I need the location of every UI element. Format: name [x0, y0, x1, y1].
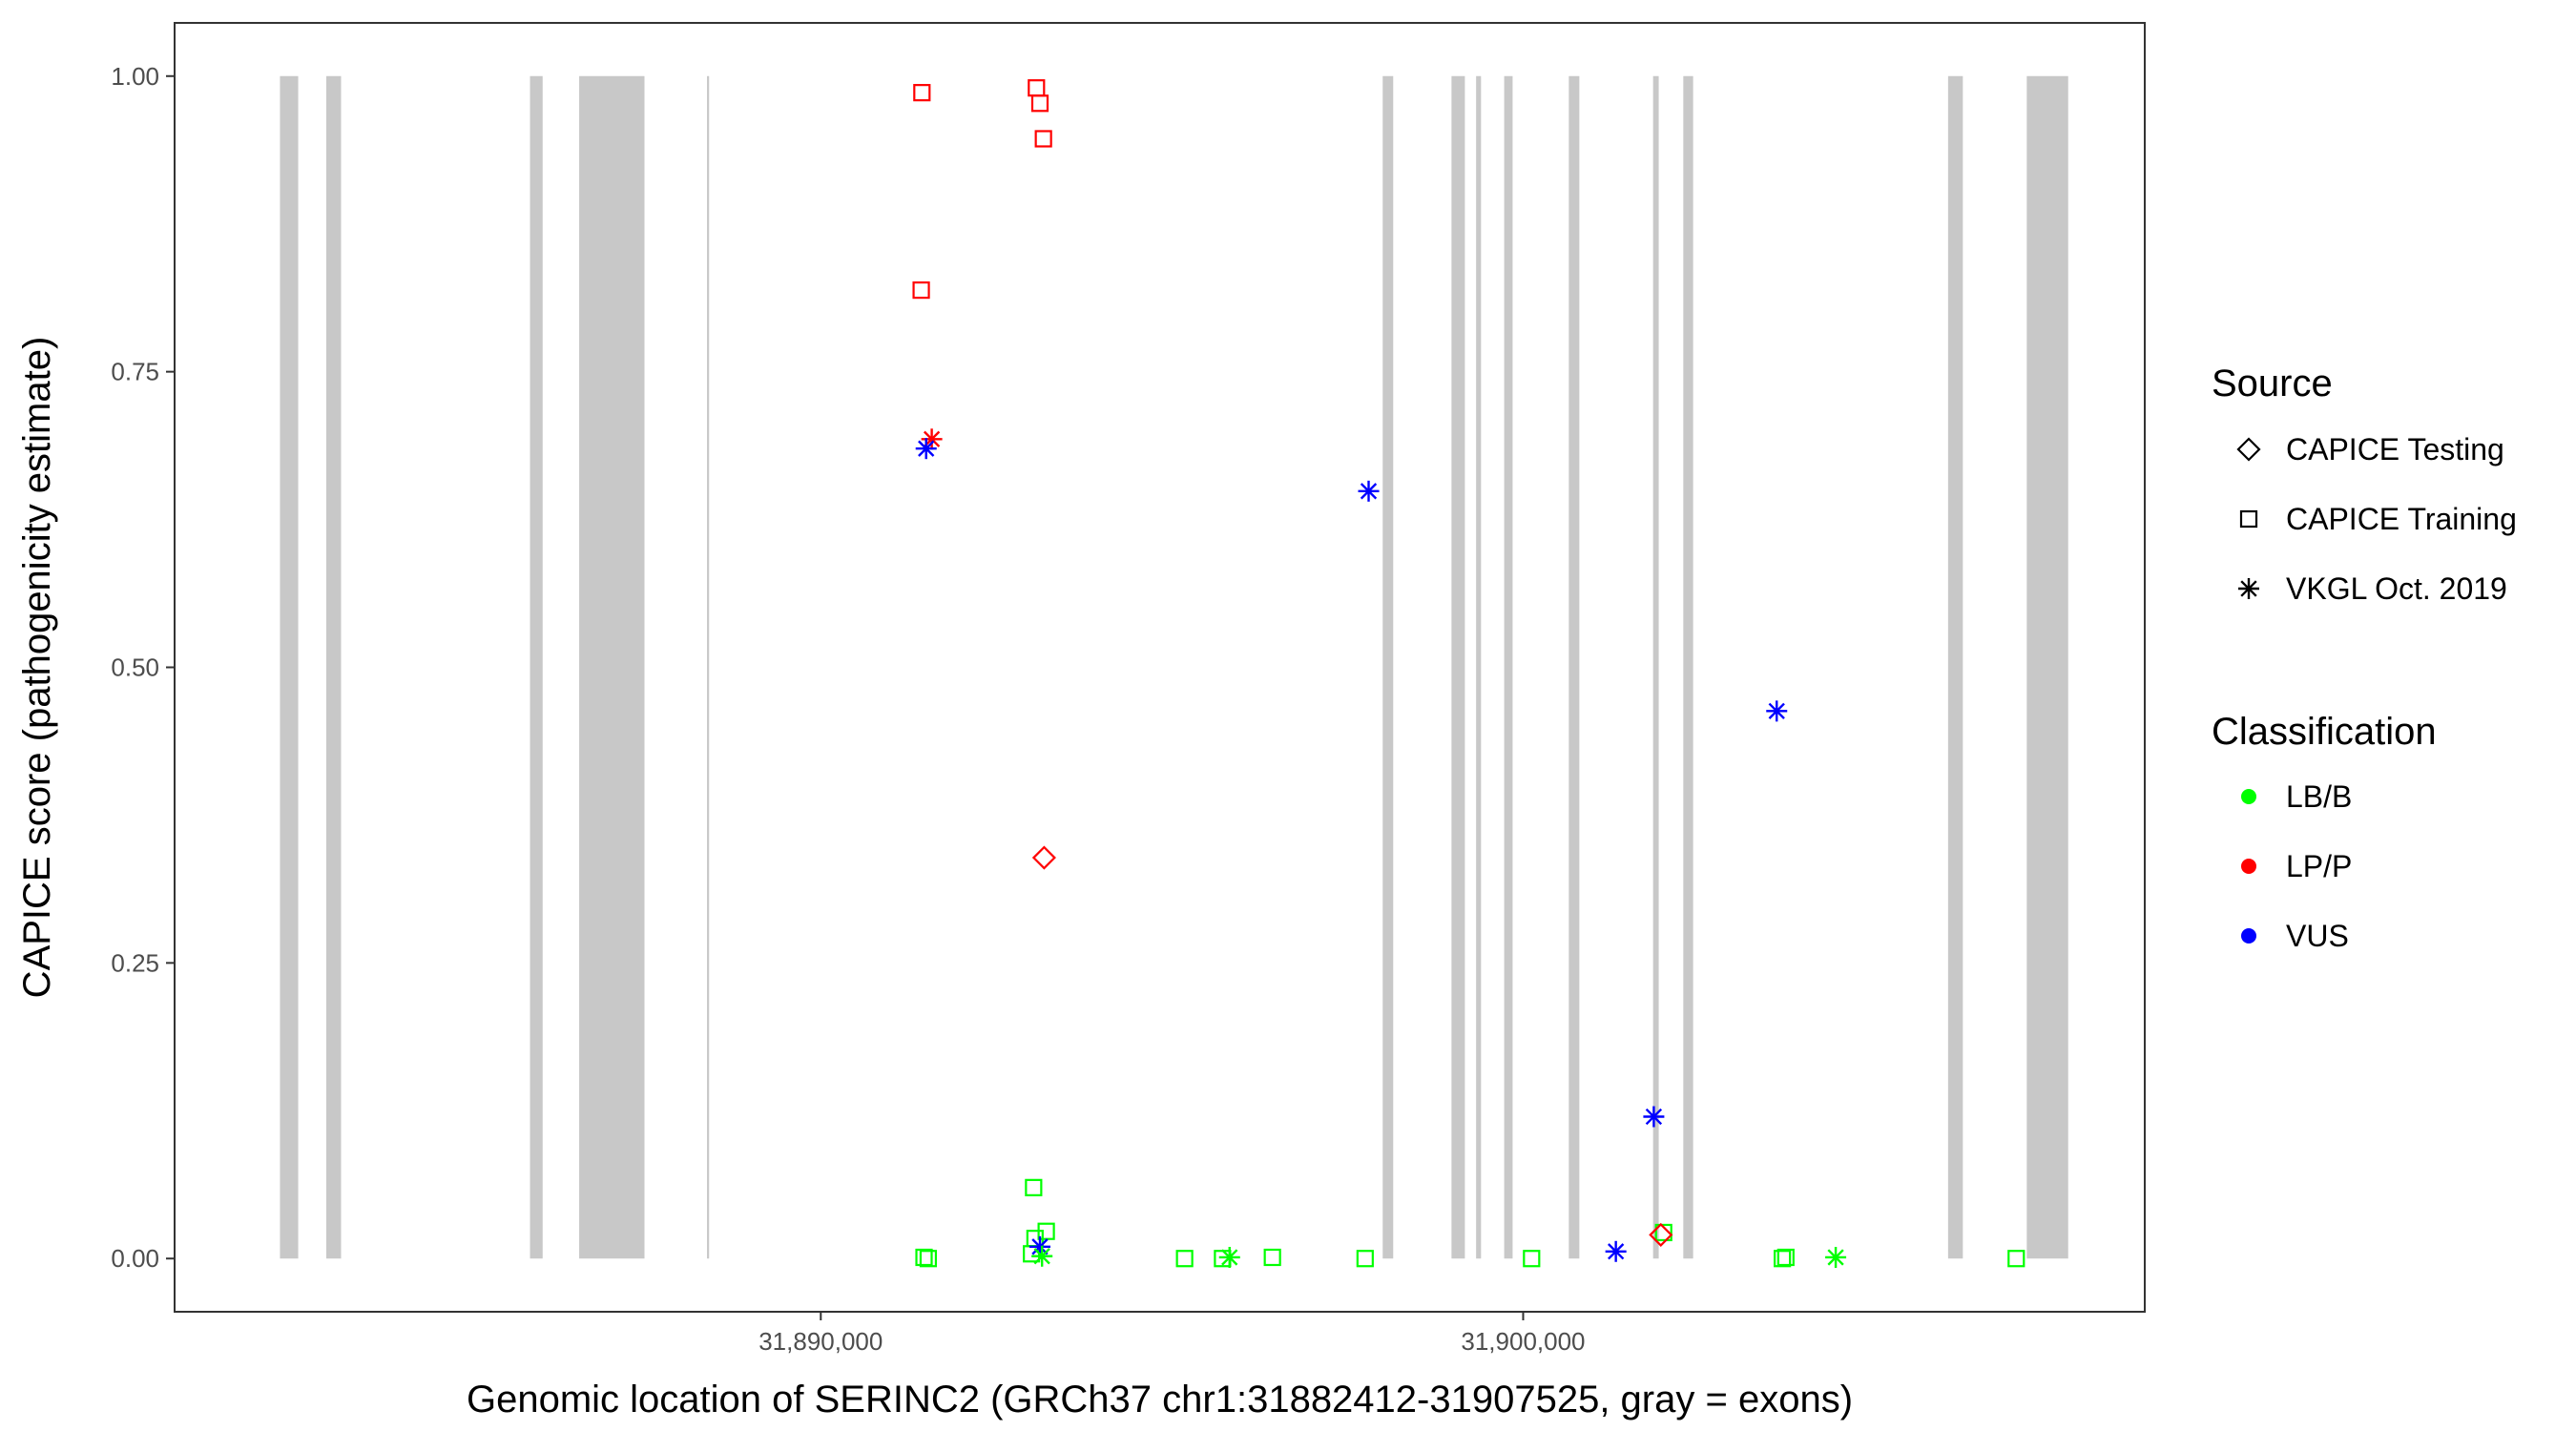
y-axis-title: CAPICE score (pathogenicity estimate)	[16, 337, 58, 999]
data-point	[912, 281, 930, 300]
data-point	[1031, 845, 1056, 870]
exon-bar	[1382, 75, 1394, 1259]
data-points	[912, 79, 2025, 1268]
legend-classification-title: Classification	[2212, 711, 2437, 753]
data-point	[1263, 1248, 1281, 1267]
legend-class-key	[2241, 789, 2256, 804]
exon-bar	[530, 75, 543, 1259]
legend-source-item-vkgl: VKGL Oct. 2019	[2286, 571, 2507, 606]
legend-source-key	[2236, 437, 2261, 462]
data-point	[915, 438, 937, 460]
y-tick-label: 0.25	[111, 948, 159, 977]
data-point	[1774, 1250, 1792, 1268]
data-point	[1175, 1250, 1194, 1268]
data-point	[1766, 700, 1788, 722]
data-point	[1028, 1235, 1050, 1257]
exon-bar	[1451, 75, 1465, 1259]
exon-bar	[280, 75, 299, 1259]
legend-source-title: Source	[2212, 363, 2333, 404]
data-point	[1358, 480, 1380, 502]
exon-bar	[1652, 75, 1659, 1259]
data-point	[1356, 1250, 1374, 1268]
exon-bar	[326, 75, 342, 1259]
data-point	[919, 1250, 938, 1268]
legend-class-item-vus: VUS	[2286, 919, 2349, 953]
y-tick-label: 0.00	[111, 1244, 159, 1273]
data-point	[913, 84, 931, 102]
legend-source-item-testing: CAPICE Testing	[2286, 432, 2504, 467]
exon-bar	[1504, 75, 1513, 1259]
data-point	[1643, 1106, 1665, 1128]
exon-bar	[1476, 75, 1482, 1259]
legend-class-key	[2241, 928, 2256, 944]
exon-bars	[280, 75, 2068, 1259]
legend-source-key	[2239, 509, 2258, 529]
y-tick-label: 0.50	[111, 653, 159, 682]
legend: Source CAPICE Testing CAPICE Training VK…	[2212, 363, 2517, 953]
exon-bar	[579, 75, 645, 1259]
data-point	[1025, 1178, 1043, 1196]
axis-ticks: 0.00 0.25 0.50 0.75 1.00 31,890,000 31,900,000	[111, 62, 1585, 1356]
x-axis-title: Genomic location of SERINC2 (GRCh37 chr1…	[467, 1379, 1853, 1421]
legend-source-item-training: CAPICE Training	[2286, 502, 2517, 536]
legend-class-item-lbb: LB/B	[2286, 779, 2352, 814]
data-point	[1034, 130, 1052, 148]
legend-source-key	[2238, 578, 2259, 599]
data-point	[915, 1248, 933, 1267]
data-point	[1030, 94, 1049, 113]
data-point	[1825, 1246, 1847, 1268]
x-tick-label: 31,900,000	[1461, 1327, 1585, 1356]
data-point	[1031, 1245, 1053, 1267]
y-tick-label: 0.75	[111, 358, 159, 386]
data-point	[1605, 1240, 1627, 1262]
data-point	[1218, 1246, 1240, 1268]
exon-bar	[1568, 75, 1580, 1259]
x-tick-label: 31,890,000	[758, 1327, 883, 1356]
exon-bar	[1947, 75, 1963, 1259]
legend-source-keys	[2236, 437, 2261, 599]
legend-class-keys	[2241, 789, 2256, 944]
y-tick-label: 1.00	[111, 62, 159, 91]
exon-bar	[2026, 75, 2068, 1259]
exon-bar	[707, 75, 710, 1259]
legend-class-key	[2241, 859, 2256, 874]
legend-class-item-lpp: LP/P	[2286, 849, 2352, 883]
data-point	[2007, 1250, 2025, 1268]
data-point	[1776, 1248, 1795, 1267]
data-point	[1523, 1250, 1541, 1268]
data-point	[1654, 1223, 1672, 1242]
data-point	[1649, 1222, 1673, 1247]
exon-bar	[1683, 75, 1693, 1259]
